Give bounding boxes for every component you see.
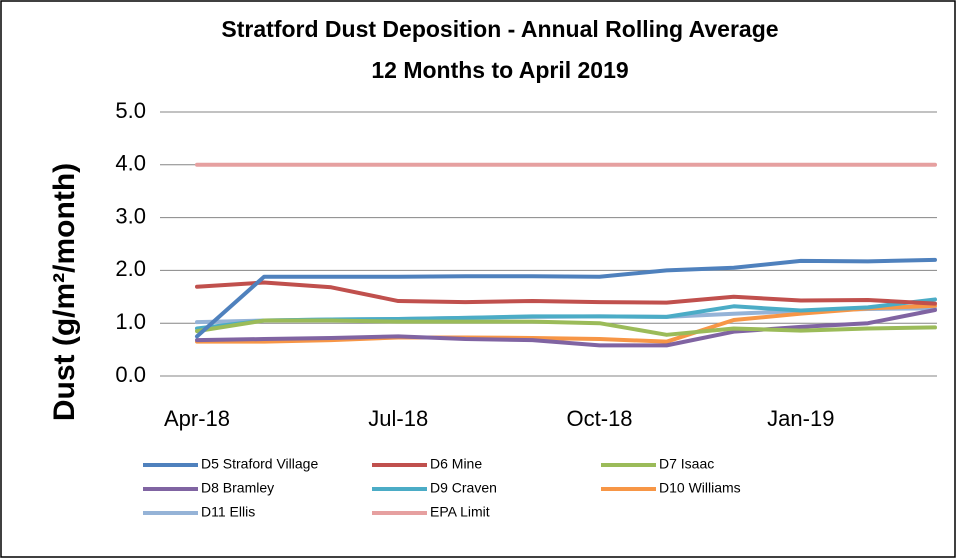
series-line: [195, 303, 937, 344]
y-tick-label: 4.0: [115, 151, 146, 176]
legend-label: D11 Ellis: [201, 504, 255, 520]
y-tick-label: 3.0: [115, 203, 146, 228]
legend-label: D5 Straford Village: [201, 456, 318, 472]
y-tick-label: 0.0: [115, 362, 146, 387]
y-tick-label: 5.0: [115, 98, 146, 123]
legend-label: D6 Mine: [430, 456, 482, 472]
y-axis-label: Dust (g/m²/month): [48, 163, 81, 421]
x-tick-label: Oct-18: [567, 406, 633, 431]
chart-subtitle: 12 Months to April 2019: [371, 57, 628, 83]
y-tick-label: 1.0: [115, 309, 146, 334]
chart-title: Stratford Dust Deposition - Annual Rolli…: [221, 16, 778, 42]
y-tick-label: 2.0: [115, 256, 146, 281]
legend-label: D8 Bramley: [201, 480, 274, 496]
x-tick-label: Jul-18: [368, 406, 428, 431]
series-line: [195, 257, 937, 339]
x-tick-label: Jan-19: [767, 406, 834, 431]
legend-label: D10 Williams: [659, 480, 741, 496]
series-line: [195, 308, 937, 348]
series-line: [195, 280, 937, 306]
x-tick-label: Apr-18: [164, 406, 230, 431]
legend-label: D7 Isaac: [659, 456, 714, 472]
legend-label: D9 Craven: [430, 480, 497, 496]
legend-label: EPA Limit: [430, 504, 490, 520]
series-line: [195, 318, 937, 337]
